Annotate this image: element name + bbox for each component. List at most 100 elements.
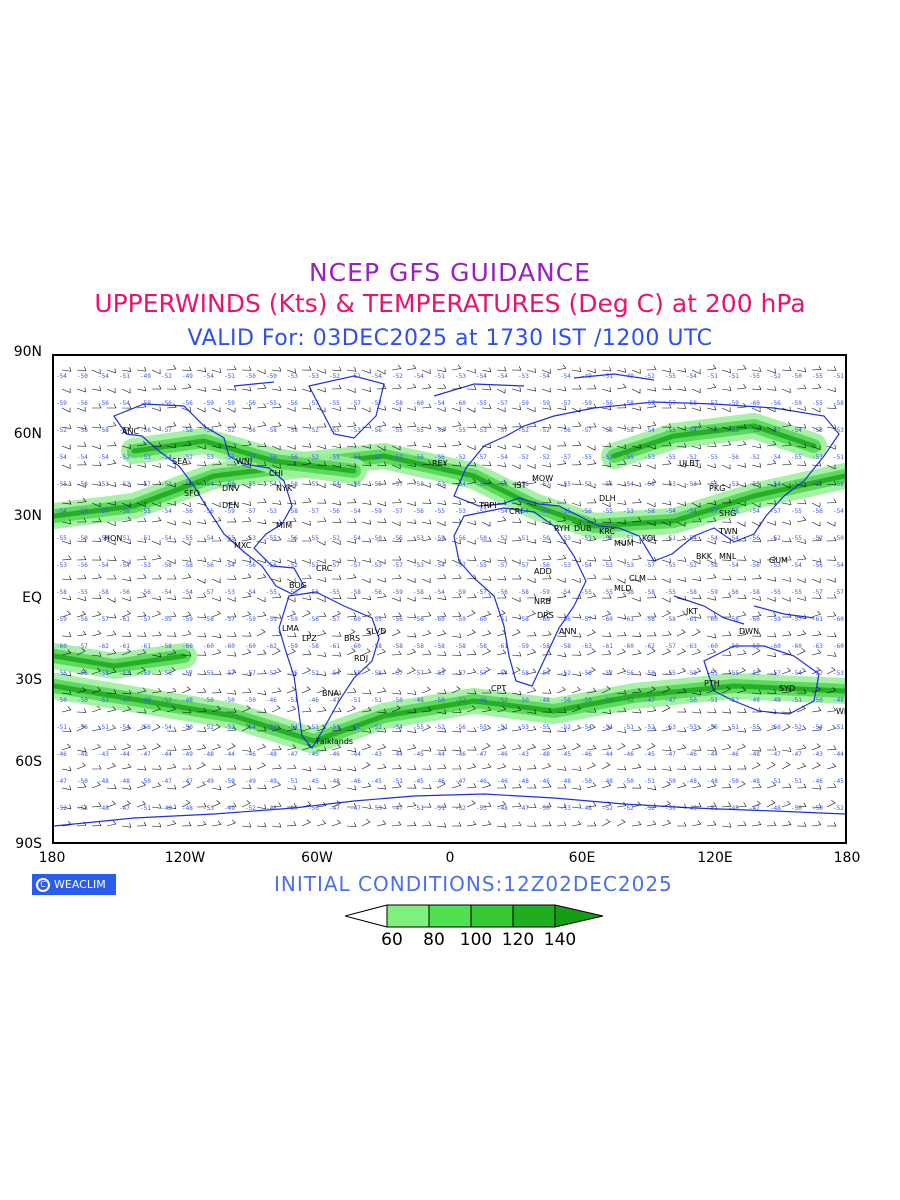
wind-barb: [796, 667, 807, 675]
wind-barb: [557, 498, 567, 504]
temperature-value: -54: [455, 481, 466, 488]
wind-barb: [91, 611, 102, 618]
wind-barb: [196, 820, 207, 827]
wind-barb: [421, 403, 432, 409]
wind-barb: [316, 597, 326, 603]
wind-barb: [226, 575, 237, 580]
wind-barb: [526, 822, 537, 827]
wind-barb: [376, 820, 387, 827]
wind-barb: [721, 386, 732, 391]
temperature-value: -54: [329, 481, 340, 488]
wind-barb: [346, 705, 356, 713]
wind-barb: [541, 802, 552, 808]
temperature-value: -56: [749, 535, 760, 542]
temperature-value: -48: [98, 805, 109, 812]
wind-barb: [211, 386, 222, 391]
wind-barb: [511, 802, 522, 808]
temperature-value: -58: [392, 643, 403, 650]
wind-barb: [271, 445, 281, 451]
wind-barb: [691, 406, 701, 412]
temperature-value: -58: [413, 481, 424, 488]
temperature-value: -50: [665, 805, 676, 812]
wind-barb: [511, 725, 522, 732]
temperature-value: -53: [728, 481, 739, 488]
temperature-value: -59: [56, 400, 67, 407]
temperature-value: -54: [413, 373, 424, 380]
wind-barb: [406, 744, 417, 751]
wind-barb: [571, 480, 582, 485]
wind-barb: [616, 519, 627, 525]
temperature-value: -50: [812, 697, 823, 704]
temperature-value: -56: [371, 427, 382, 434]
wind-barb: [706, 517, 717, 523]
wind-barb: [271, 593, 282, 599]
temperature-value: -46: [476, 778, 487, 785]
temperature-value: -59: [77, 508, 88, 515]
wind-barb: [736, 649, 747, 656]
wind-barb: [241, 366, 252, 371]
wind-barb: [391, 667, 402, 675]
wind-barb: [241, 557, 252, 563]
wind-barb: [421, 686, 431, 694]
wind-barb: [92, 403, 102, 409]
wind-barb: [781, 687, 792, 694]
wind-barb: [691, 629, 701, 637]
temperature-value: -57: [392, 508, 403, 515]
temperature-value: -56: [812, 562, 823, 569]
temperature-value: -57: [812, 670, 823, 677]
wind-barb: [106, 689, 117, 694]
wind-barb: [616, 500, 627, 505]
temperature-value: -54: [791, 427, 802, 434]
temperature-value: -54: [539, 670, 550, 677]
temperature-value: -61: [602, 643, 613, 650]
wind-barb: [76, 366, 87, 372]
wind-barb: [616, 614, 627, 620]
wind-barb: [496, 388, 506, 394]
wind-barb: [316, 765, 327, 771]
temperature-value: -63: [812, 643, 823, 650]
wind-barb: [166, 403, 177, 409]
temperature-value: -50: [371, 535, 382, 542]
wind-barb: [556, 744, 567, 751]
wind-barb: [691, 388, 701, 394]
temperature-value: -60: [707, 616, 718, 623]
temperature-value: -53: [707, 427, 718, 434]
wind-barb: [751, 762, 761, 770]
temperature-value: -55: [665, 562, 676, 569]
temperature-value: -51: [434, 373, 445, 380]
temperature-value: -51: [308, 724, 319, 731]
wind-barb: [586, 821, 597, 827]
wind-barb: [76, 610, 87, 618]
wind-barb: [226, 407, 236, 413]
wind-barb: [751, 407, 761, 413]
temperature-value: -45: [371, 778, 382, 785]
wind-barb: [451, 574, 462, 580]
wind-barb: [121, 705, 132, 713]
wind-barb: [631, 708, 642, 714]
temperature-value: -55: [266, 535, 277, 542]
temperature-value: -53: [434, 670, 445, 677]
wind-barb: [256, 669, 267, 675]
station-label: ANN: [559, 627, 576, 636]
wind-barb: [511, 536, 522, 542]
station-label: PKG: [709, 484, 725, 493]
temperature-value: -60: [413, 400, 424, 407]
wind-barb: [496, 539, 506, 544]
wind-barb: [76, 442, 87, 447]
temperature-value: -53: [623, 562, 634, 569]
wind-barb: [811, 726, 822, 732]
temperature-value: -46: [266, 697, 277, 704]
wind-barb: [136, 386, 147, 392]
wind-barb: [121, 516, 132, 523]
wind-barb: [676, 629, 686, 637]
wind-barb: [691, 444, 701, 450]
wind-barb: [661, 597, 671, 603]
wind-barb: [241, 671, 252, 677]
wind-barb: [601, 426, 611, 432]
wind-barb: [751, 521, 761, 527]
temperature-value: -60: [623, 643, 634, 650]
wind-barb: [331, 539, 341, 545]
wind-barb: [421, 460, 432, 466]
wind-barb: [226, 819, 236, 827]
wind-barb: [91, 652, 102, 657]
